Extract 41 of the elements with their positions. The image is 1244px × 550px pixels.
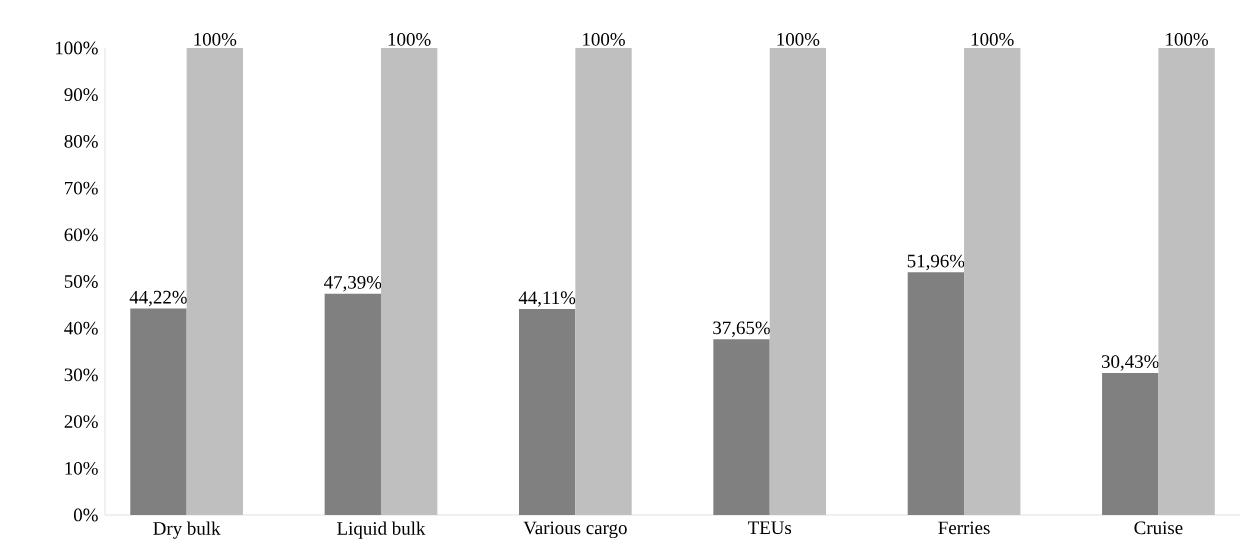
bar — [713, 339, 770, 515]
bar — [380, 48, 438, 515]
data-label: 44,11% — [518, 291, 576, 307]
data-label: 37,65% — [713, 321, 771, 337]
bar — [907, 272, 965, 515]
y-tick-label: 90% — [64, 88, 98, 102]
y-tick-label: 0% — [73, 508, 98, 522]
bar — [518, 309, 576, 515]
y-tick-label: 100% — [55, 41, 98, 55]
bar — [964, 48, 1021, 515]
x-tick-label: Ferries — [938, 521, 990, 535]
data-label: 100% — [777, 32, 820, 46]
y-tick-label: 30% — [64, 368, 98, 382]
bar — [1102, 372, 1159, 515]
x-tick-label: Liquid bulk — [337, 521, 426, 539]
bar — [130, 308, 187, 515]
data-label: 30,43% — [1101, 355, 1159, 371]
data-label: 44,22% — [129, 290, 187, 307]
x-tick-label: Cruise — [1134, 521, 1183, 535]
data-label: 100% — [194, 32, 237, 46]
x-tick-label: Various cargo — [523, 521, 627, 539]
bar — [186, 48, 243, 515]
y-tick-label: 20% — [64, 415, 98, 429]
x-tick-label: Dry bulk — [153, 521, 221, 539]
y-tick-label: 40% — [64, 321, 98, 335]
bar — [769, 48, 827, 515]
bar — [324, 293, 381, 515]
y-tick-label: 10% — [65, 461, 98, 475]
data-label: 100% — [971, 32, 1014, 46]
y-tick-label: 70% — [65, 181, 98, 195]
data-label: 51,96% — [907, 254, 965, 271]
bar — [1158, 48, 1215, 515]
data-label: 100% — [388, 32, 431, 46]
data-label: 100% — [1166, 32, 1209, 46]
x-tick-label: TEUs — [747, 521, 792, 535]
data-label: 47,39% — [324, 276, 382, 292]
data-label: 100% — [583, 32, 625, 46]
y-tick-label: 60% — [64, 228, 98, 242]
bar — [575, 48, 632, 515]
y-tick-label: 80% — [64, 134, 98, 148]
y-tick-label: 50% — [64, 275, 98, 288]
